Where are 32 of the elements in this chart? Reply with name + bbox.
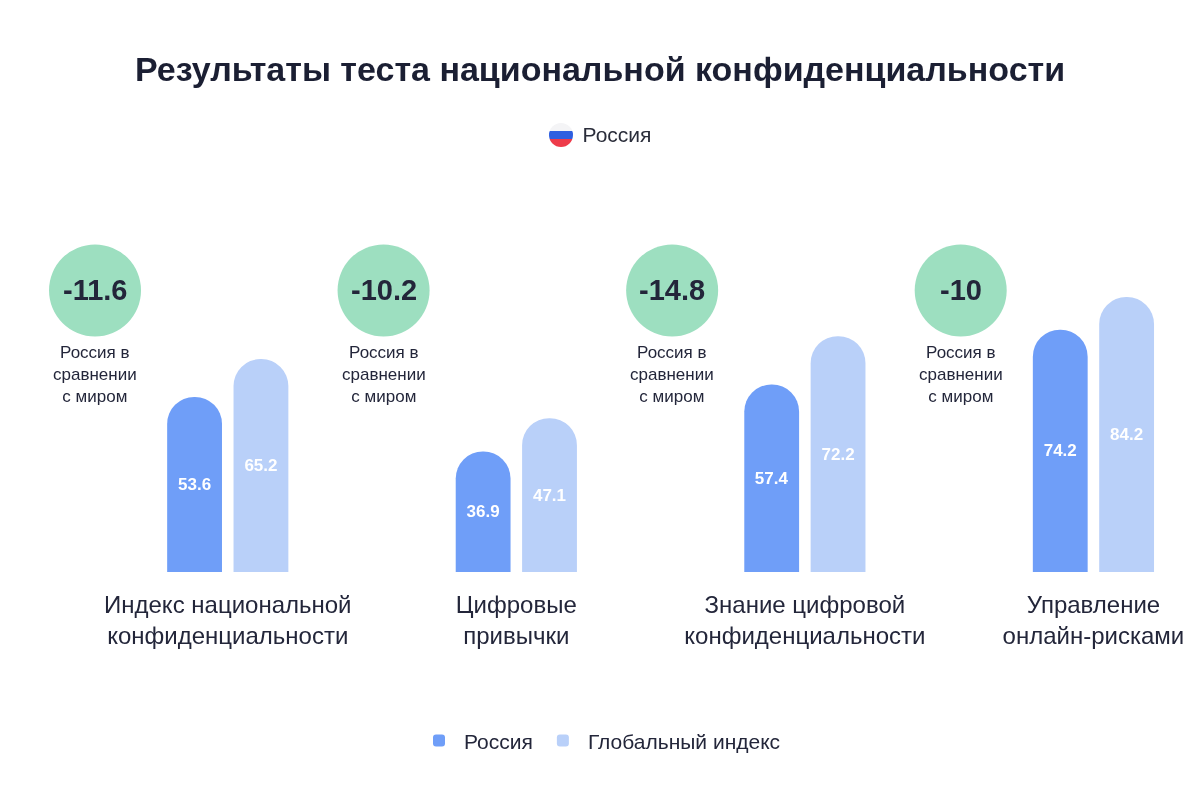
data-label: 65.2: [244, 456, 278, 476]
bar: [810, 336, 866, 572]
x-tick-label: Цифровые привычки: [455, 591, 577, 650]
data-label: 36.9: [466, 502, 500, 522]
annotation: Россия в сравнении с миром: [53, 343, 137, 407]
annotation: -11.6: [63, 274, 128, 306]
chart-title: Результаты теста национальной конфиденциальности: [133, 49, 1067, 90]
data-label: 47.1: [532, 485, 567, 505]
bar: [744, 384, 800, 572]
x-tick-label: Индекс национальной конфиденциальности: [104, 591, 352, 650]
bar: [1099, 297, 1155, 572]
annotation: Россия в сравнении с миром: [342, 343, 426, 407]
x-tick-label: Знание цифровой конфиденциальности: [684, 591, 926, 650]
bar: [167, 396, 222, 572]
annotation: -10: [940, 274, 982, 306]
x-tick-label: Управление онлайн-рисками: [1002, 591, 1185, 650]
data-label: 72.2: [821, 444, 855, 464]
chart-subtitle: Россия: [582, 123, 652, 147]
annotation: -10.2: [351, 274, 418, 306]
annotation: Россия в сравнении с миром: [630, 343, 714, 407]
bar: [1032, 329, 1088, 572]
annotation: Россия в сравнении с миром: [919, 343, 1003, 407]
bar: [233, 359, 289, 572]
bar: [522, 418, 577, 572]
data-label: 57.4: [754, 468, 789, 488]
data-label: 84.2: [1110, 425, 1144, 444]
legend-label: Россия: [464, 729, 533, 753]
data-label: 53.6: [178, 474, 212, 494]
data-label: 74.2: [1043, 441, 1077, 461]
legend-label: Глобальный индекс: [587, 729, 781, 753]
bar: [455, 451, 511, 572]
annotation: -14.8: [639, 274, 706, 306]
